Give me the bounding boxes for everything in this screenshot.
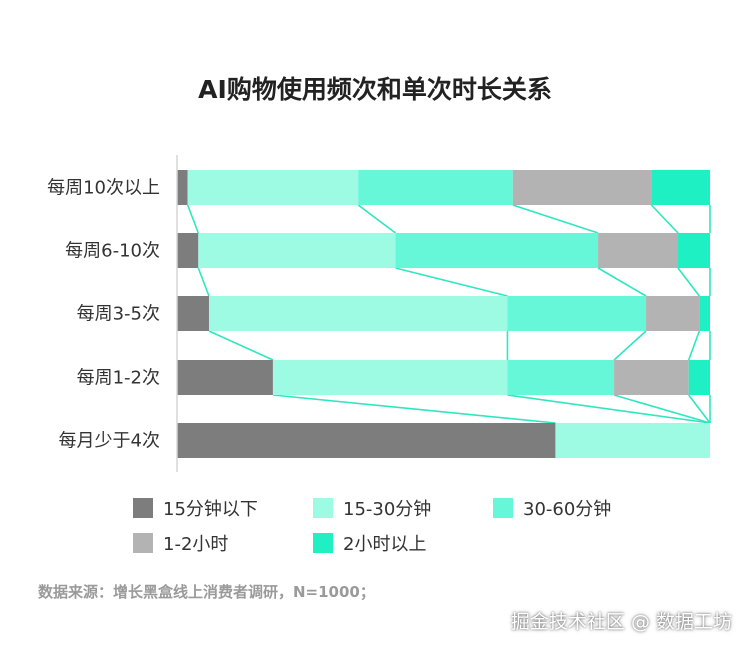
connector-line	[687, 330, 701, 361]
source-note: 数据来源：增长黑盒线上消费者调研，N=1000；	[38, 583, 375, 601]
connector-line	[512, 204, 599, 234]
connector-line	[688, 394, 711, 424]
bar-group	[177, 170, 710, 458]
bar-segment	[395, 233, 599, 268]
bar-segment	[272, 360, 508, 395]
bar-segment	[614, 360, 689, 395]
connector-line	[597, 267, 647, 297]
bar-segment	[177, 296, 209, 331]
category-label: 每月少于4次	[59, 431, 160, 452]
bar-segment	[678, 233, 710, 268]
category-label: 每周1-2次	[77, 368, 160, 389]
bar-segment	[555, 423, 710, 458]
connector-lines	[186, 204, 711, 424]
bar-segment	[646, 296, 700, 331]
bar-segment	[177, 233, 199, 268]
category-label: 每周6-10次	[65, 241, 160, 262]
category-label: 每周3-5次	[77, 304, 160, 325]
connector-line	[197, 267, 210, 297]
connector-line	[677, 267, 700, 297]
connector-line	[613, 394, 711, 424]
bar-segment	[208, 296, 508, 331]
bar-segment	[651, 170, 710, 205]
bar-segment	[512, 170, 652, 205]
connector-line	[272, 394, 556, 424]
connector-line	[208, 330, 274, 361]
bar-segment	[507, 296, 647, 331]
bar-segment	[507, 360, 615, 395]
connector-line	[357, 204, 397, 234]
bar-segment	[358, 170, 513, 205]
connector-line	[650, 204, 679, 234]
watermark: 掘金技术社区 @ 数据工坊	[510, 611, 732, 633]
bar-segment	[598, 233, 679, 268]
bar-segment	[177, 423, 556, 458]
bar-segment	[198, 233, 396, 268]
connector-line	[613, 330, 647, 361]
connector-line	[186, 204, 200, 234]
bar-segment	[688, 360, 710, 395]
bar-segment	[187, 170, 359, 205]
bar-segment	[177, 360, 273, 395]
chart-title: AI购物使用频次和单次时长关系	[198, 75, 552, 104]
bar-segment	[177, 170, 188, 205]
category-label: 每周10次以上	[47, 178, 160, 199]
connector-line	[395, 267, 508, 297]
bar-segment	[699, 296, 710, 331]
connector-line	[507, 394, 711, 424]
